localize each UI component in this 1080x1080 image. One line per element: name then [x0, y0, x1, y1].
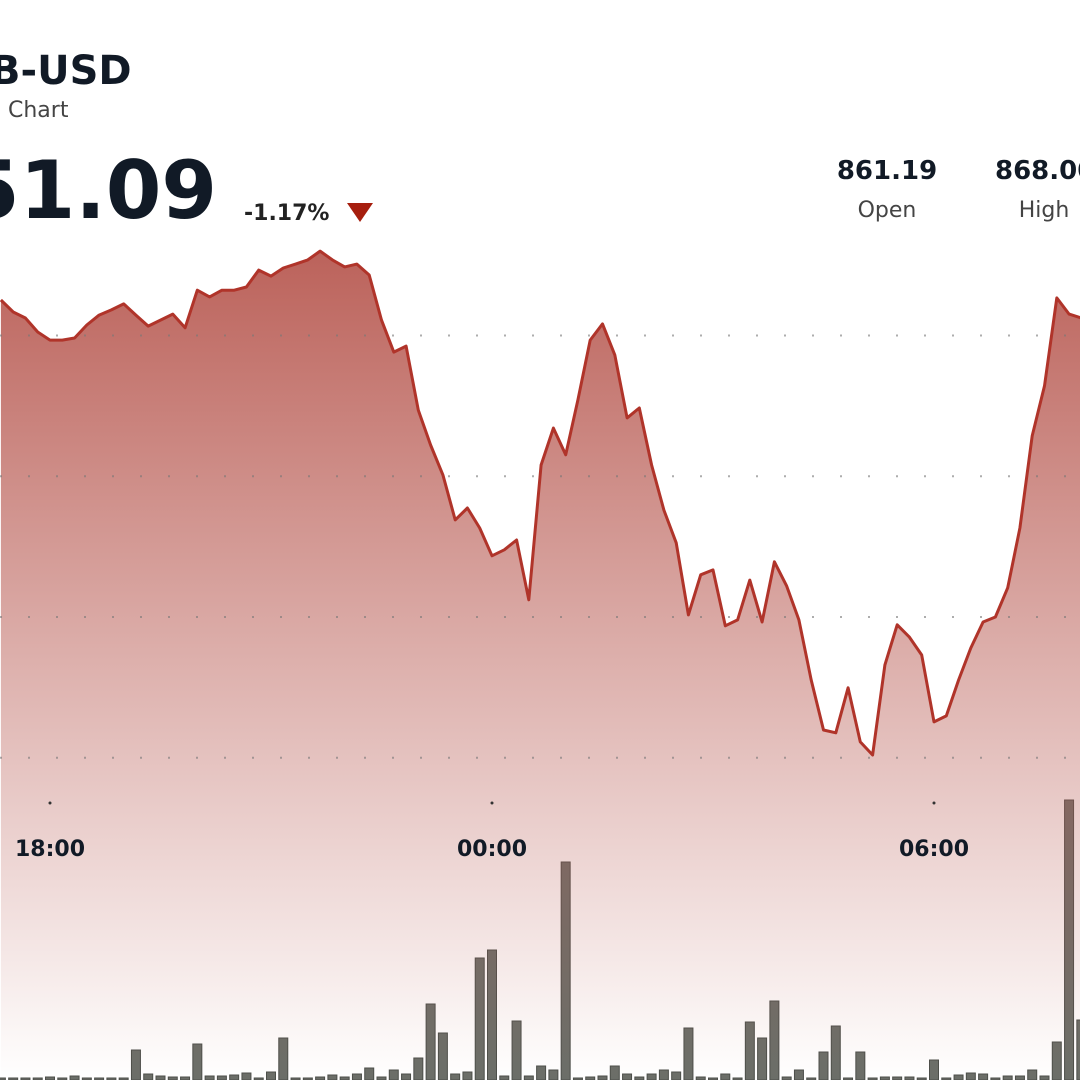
price-line: [0, 249, 1080, 757]
title: B-USD: [0, 48, 132, 94]
down-arrow: [347, 203, 373, 222]
stat-value: 868.00: [995, 156, 1080, 186]
x-tick-label: 06:00: [899, 837, 969, 862]
x-tick-label: 18:00: [15, 837, 85, 862]
price-area: [0, 251, 1080, 1080]
stat-label: High: [1019, 198, 1070, 223]
plot: 18:00 00:00 06:00: [0, 249, 1080, 1080]
stat-label: Open: [858, 198, 917, 223]
last-price: 51.09: [0, 144, 217, 237]
x-tick: [932, 801, 936, 805]
x-tick: [490, 801, 494, 805]
x-tick: [48, 801, 52, 805]
change: -1.17%: [244, 201, 329, 226]
stat-value: 861.19: [837, 156, 937, 186]
x-tick-label: 00:00: [457, 837, 527, 862]
subtitle: Chart: [8, 98, 69, 123]
